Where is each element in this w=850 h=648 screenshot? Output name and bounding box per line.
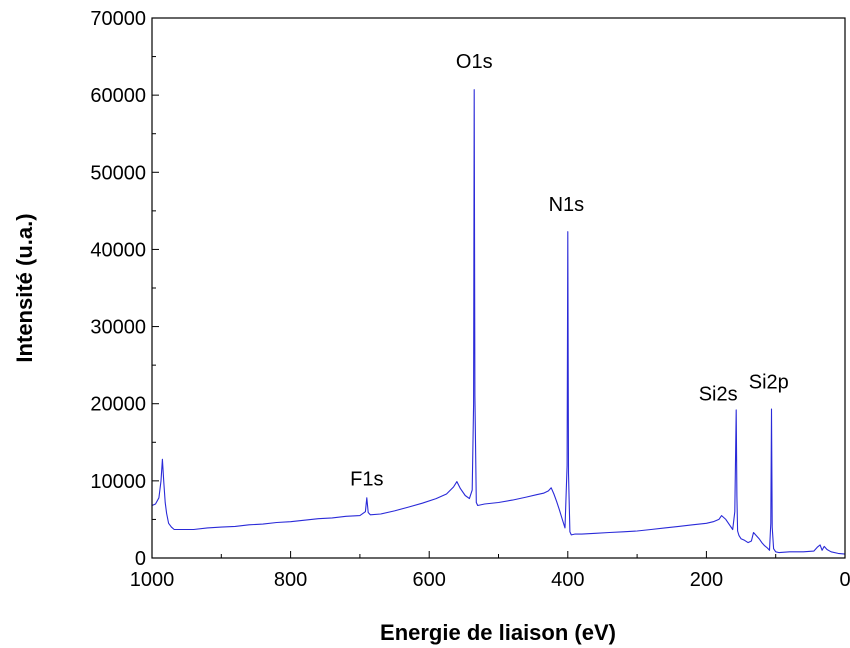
x-axis-title: Energie de liaison (eV): [380, 620, 616, 645]
peak-label: N1s: [549, 194, 585, 216]
peak-label: Si2p: [749, 371, 789, 393]
peak-label: F1s: [350, 468, 383, 490]
y-tick-label: 10000: [90, 471, 146, 493]
x-tick-label: 800: [274, 569, 307, 591]
series-layer: [151, 89, 846, 555]
y-tick-label: 60000: [90, 85, 146, 107]
y-tick-label: 0: [135, 548, 146, 570]
annotations-layer: O1s N1s F1s Si2s Si2p: [350, 51, 789, 490]
plot-frame: [151, 17, 846, 559]
y-tick-label: 40000: [90, 239, 146, 261]
x-tick-label: 600: [413, 569, 446, 591]
x-tick-label: 200: [690, 569, 723, 591]
y-tick-label: 50000: [90, 162, 146, 184]
x-tick-label: 400: [551, 569, 584, 591]
peak-label: O1s: [456, 51, 493, 73]
y-tick-label: 70000: [90, 8, 146, 30]
y-axis-title: Intensité (u.a.): [12, 213, 37, 362]
y-tick-label: 20000: [90, 394, 146, 416]
x-tick-label: 0: [839, 569, 850, 591]
spectrum-line: [151, 89, 846, 555]
peak-label: Si2s: [699, 384, 738, 406]
y-tick-label: 30000: [90, 317, 146, 339]
ticks-layer: 1000 800 600 400 200 001000020000300004000050…: [90, 8, 850, 591]
x-tick-label: 1000: [130, 569, 175, 591]
